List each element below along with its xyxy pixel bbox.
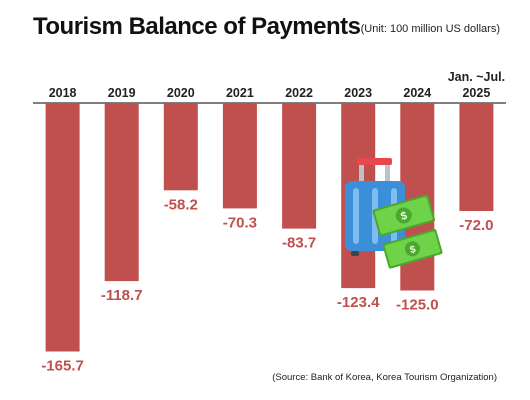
x-tick-label: 2019	[108, 86, 136, 100]
chart-unit-label: (Unit: 100 million US dollars)	[360, 23, 500, 35]
x-tick-label: 2022	[285, 86, 313, 100]
svg-text:$: $	[409, 244, 418, 256]
data-label: -70.3	[223, 214, 257, 231]
bar	[459, 103, 494, 211]
x-tick-label: 2020	[167, 86, 195, 100]
data-label: -118.7	[101, 287, 143, 304]
bar	[104, 103, 139, 282]
x-tick-label: 2021	[226, 86, 254, 100]
x-tick-label: Jan. ~Jul.	[448, 70, 505, 84]
data-label: -58.2	[164, 196, 198, 213]
data-label: -125.0	[396, 297, 439, 314]
svg-text:$: $	[399, 210, 408, 223]
data-label: -165.7	[41, 358, 84, 375]
x-tick-label: 2023	[344, 86, 372, 100]
x-tick-label: 2024	[403, 86, 431, 100]
bar	[163, 103, 198, 191]
source-note: (Source: Bank of Korea, Korea Tourism Or…	[272, 372, 497, 383]
bar	[282, 103, 317, 229]
x-tick-label: 2018	[49, 86, 77, 100]
bar	[45, 103, 80, 352]
x-tick-label: 2025	[462, 86, 490, 100]
data-label: -83.7	[282, 235, 316, 252]
chart-title: Tourism Balance of Payments	[33, 13, 361, 40]
data-label: -72.0	[459, 217, 493, 234]
money-stack-icon: $ $	[372, 194, 443, 269]
bar	[222, 103, 257, 209]
data-label: -123.4	[337, 294, 380, 311]
